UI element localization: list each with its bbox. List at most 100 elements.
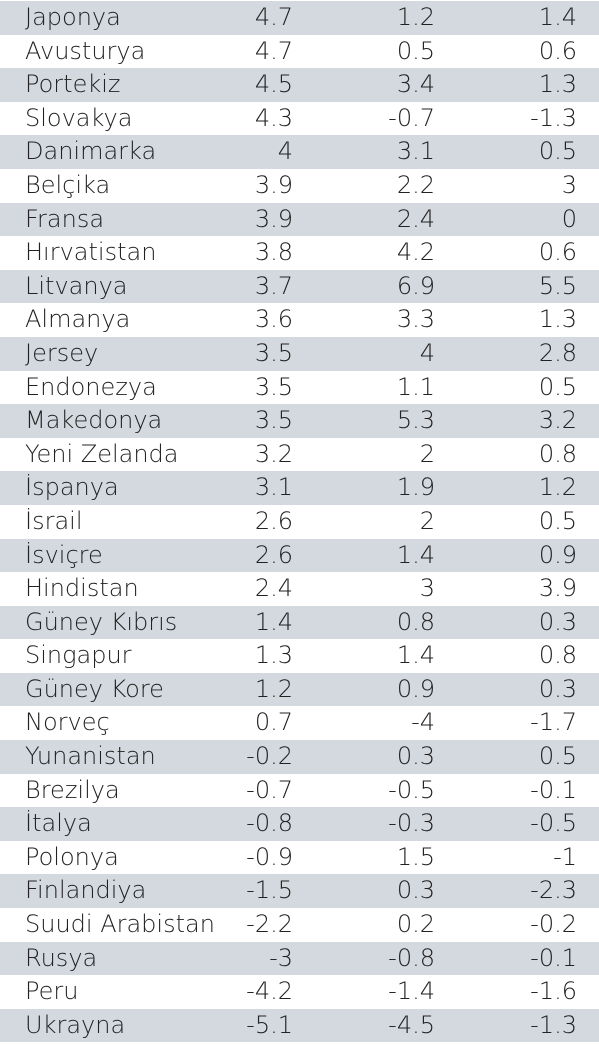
value-cell-3: 0.5 [538,372,577,401]
country-cell: Finlandiya [25,876,147,905]
value-cell-2: 2.2 [396,170,435,199]
value-cell-1: 3.2 [254,439,293,468]
country-cell: Hırvatistan [25,238,157,267]
table-row: Brezilya -0.7 -0.5 -0.1 [0,774,599,808]
value-cell-2: 0.5 [396,36,435,65]
value-cell-3: -0.5 [530,809,577,838]
value-cell-1: 4 [277,137,293,166]
table-row: Güney Kıbrıs 1.4 0.8 0.3 [0,605,599,640]
value-cell-1: -4.2 [246,977,293,1006]
country-cell: Ukrayna [25,1010,126,1039]
value-cell-2: 1.4 [396,540,435,569]
country-cell: Fransa [25,204,105,233]
value-cell-2: 5.3 [396,406,435,435]
value-cell-2: 1.4 [396,641,435,670]
value-cell-3: 0 [561,204,577,233]
table-row: Japonya 4.7 1.2 1.4 [0,1,599,35]
table-row: Portekiz 4.5 3.4 1.3 [0,68,599,102]
value-cell-2: 3.4 [396,70,435,99]
country-cell: Yunanistan [25,742,156,771]
table-row: Endonezya 3.5 1.1 0.5 [0,371,599,405]
value-cell-2: 0.2 [396,910,435,939]
country-cell: Brezilya [25,775,120,804]
country-cell: Güney Kore [25,674,164,703]
value-cell-1: 4.5 [254,70,293,99]
country-cell: Güney Kıbrıs [25,607,178,636]
value-cell-1: 3.5 [254,372,293,401]
value-cell-2: -0.8 [388,943,435,972]
country-cell: Portekiz [25,70,121,99]
table-row: Jersey 3.5 4 2.8 [0,336,599,371]
value-cell-1: -1.5 [246,876,293,905]
table-row: Rusya -3 -0.8 -0.1 [0,941,599,976]
country-cell: Suudi Arabistan [25,910,215,939]
country-cell: Jersey [25,338,99,367]
country-cell: Litvanya [25,271,128,300]
value-cell-1: 2.6 [254,540,293,569]
value-cell-1: -3 [269,943,293,972]
country-cell: Yeni Zelanda [25,439,179,468]
value-cell-3: -2.3 [530,876,577,905]
value-cell-2: 1.5 [396,842,435,871]
country-cell: Danimarka [25,137,157,166]
table-row: İsrail 2.6 2 0.5 [0,505,599,539]
value-cell-1: -0.7 [246,775,293,804]
table-row: Finlandiya -1.5 0.3 -2.3 [0,874,599,909]
value-cell-2: -0.5 [388,775,435,804]
value-cell-2: 1.1 [396,372,435,401]
value-cell-1: 3.9 [254,170,293,199]
value-cell-2: 2 [419,439,435,468]
value-cell-3: -1.3 [530,103,577,132]
table-row: Danimarka 4 3.1 0.5 [0,135,599,169]
value-cell-2: 0.8 [396,607,435,636]
value-cell-3: -1.7 [530,708,577,737]
value-cell-3: -0.2 [530,910,577,939]
table-row: Belçika 3.9 2.2 3 [0,169,599,203]
value-cell-3: 0.8 [538,641,577,670]
value-cell-3: 1.4 [538,3,577,31]
value-cell-3: 0.8 [538,439,577,468]
country-cell: Slovakya [25,103,133,132]
table-row: Yunanistan -0.2 0.3 0.5 [0,740,599,774]
country-cell: Peru [25,977,79,1006]
value-cell-1: 3.7 [254,271,293,300]
value-cell-1: 1.3 [254,641,293,670]
table-row: Hırvatistan 3.8 4.2 0.6 [0,236,599,270]
value-cell-3: -0.1 [530,775,577,804]
value-cell-1: 2.6 [254,506,293,535]
country-cell: Norveç [25,708,110,737]
value-cell-2: 1.9 [396,473,435,502]
value-cell-1: -0.8 [246,809,293,838]
value-cell-3: 0.3 [538,674,577,703]
value-cell-1: -0.2 [246,742,293,771]
table-row: Norveç 0.7 -4 -1.7 [0,706,599,740]
value-cell-1: 3.9 [254,204,293,233]
value-cell-3: 0.5 [538,506,577,535]
table-row: Fransa 3.9 2.4 0 [0,202,599,237]
value-cell-2: -0.7 [388,103,435,132]
country-cell: Rusya [25,943,98,972]
value-cell-1: 0.7 [254,708,293,737]
table-row: Ukrayna -5.1 -4.5 -1.3 [0,1008,599,1043]
value-cell-2: -0.3 [388,809,435,838]
value-cell-2: 4 [419,338,435,367]
value-cell-1: 1.2 [254,674,293,703]
value-cell-2: 1.2 [396,3,435,31]
country-cell: İspanya [25,473,119,502]
value-cell-1: 4.7 [254,3,293,31]
value-cell-2: 4.2 [396,238,435,267]
value-cell-2: 3 [419,574,435,603]
table-row: Hindistan 2.4 3 3.9 [0,572,599,606]
value-cell-1: 2.4 [254,574,293,603]
value-cell-1: 4.7 [254,36,293,65]
value-cell-3: 5.5 [538,271,577,300]
value-cell-2: 6.9 [396,271,435,300]
value-cell-2: -4.5 [388,1010,435,1039]
value-cell-3: -1 [553,842,577,871]
value-cell-2: -4 [411,708,435,737]
table-row: İsviçre 2.6 1.4 0.9 [0,538,599,573]
value-cell-2: 2.4 [396,204,435,233]
country-cell: İtalya [25,809,92,838]
value-cell-3: 3 [561,170,577,199]
